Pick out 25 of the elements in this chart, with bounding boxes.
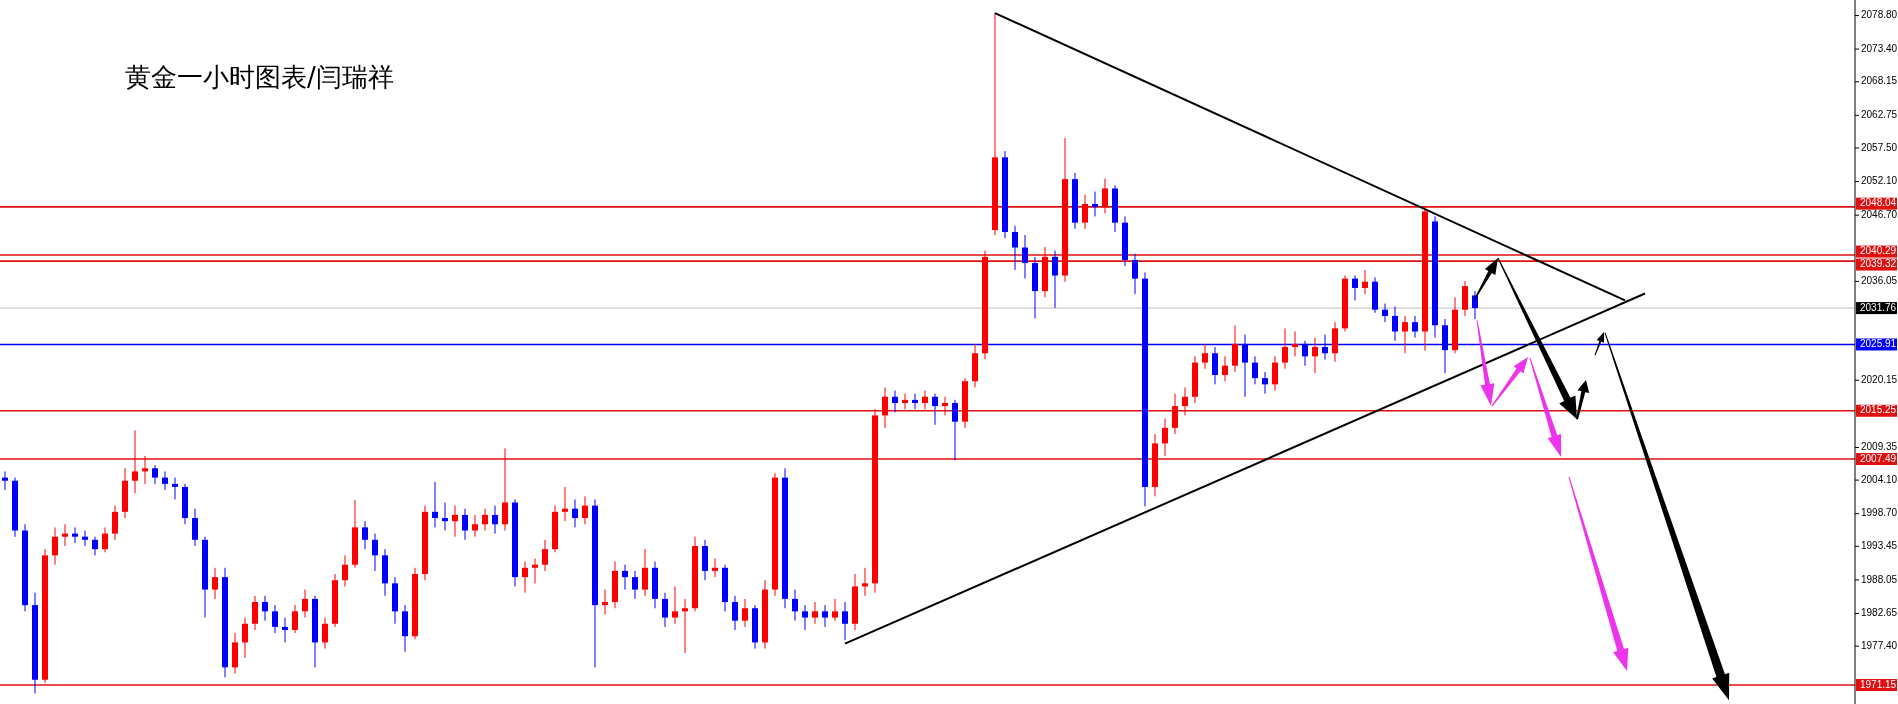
y-tick-label: 1988.05 <box>1861 573 1898 585</box>
ref-line-label: 1971.15 <box>1860 678 1897 690</box>
ref-line-label: 2031.76 <box>1860 301 1897 313</box>
ref-line-label: 2039.32 <box>1860 258 1897 270</box>
y-tick-label: 1982.65 <box>1861 607 1898 619</box>
ref-line-label: 2025.91 <box>1860 338 1897 350</box>
y-tick-label: 2057.50 <box>1861 141 1898 153</box>
y-tick-label: 2046.70 <box>1861 208 1898 220</box>
ref-line-label: 2007.49 <box>1860 452 1897 464</box>
y-tick-label: 2004.10 <box>1861 473 1898 485</box>
y-tick-label: 1993.45 <box>1861 539 1898 551</box>
ref-line-label: 2040.29 <box>1860 245 1897 257</box>
ref-line-label: 2048.04 <box>1860 197 1897 209</box>
text: 黄金一小时图表/闫瑞祥 <box>125 61 394 92</box>
y-tick-label: 1977.40 <box>1861 639 1898 651</box>
y-tick-label: 2068.15 <box>1861 75 1898 87</box>
y-tick-label: 2078.80 <box>1861 9 1898 21</box>
y-tick-label: 1998.70 <box>1861 507 1898 519</box>
y-tick-label: 2062.75 <box>1861 109 1898 120</box>
y-tick-label: 2052.10 <box>1861 175 1898 187</box>
y-tick-label: 2020.15 <box>1861 373 1898 385</box>
ref-line-label: 2015.25 <box>1860 404 1897 416</box>
y-tick-label: 2073.40 <box>1861 42 1898 54</box>
y-tick-label: 2009.35 <box>1861 441 1898 453</box>
y-tick-label: 2036.05 <box>1861 275 1898 287</box>
